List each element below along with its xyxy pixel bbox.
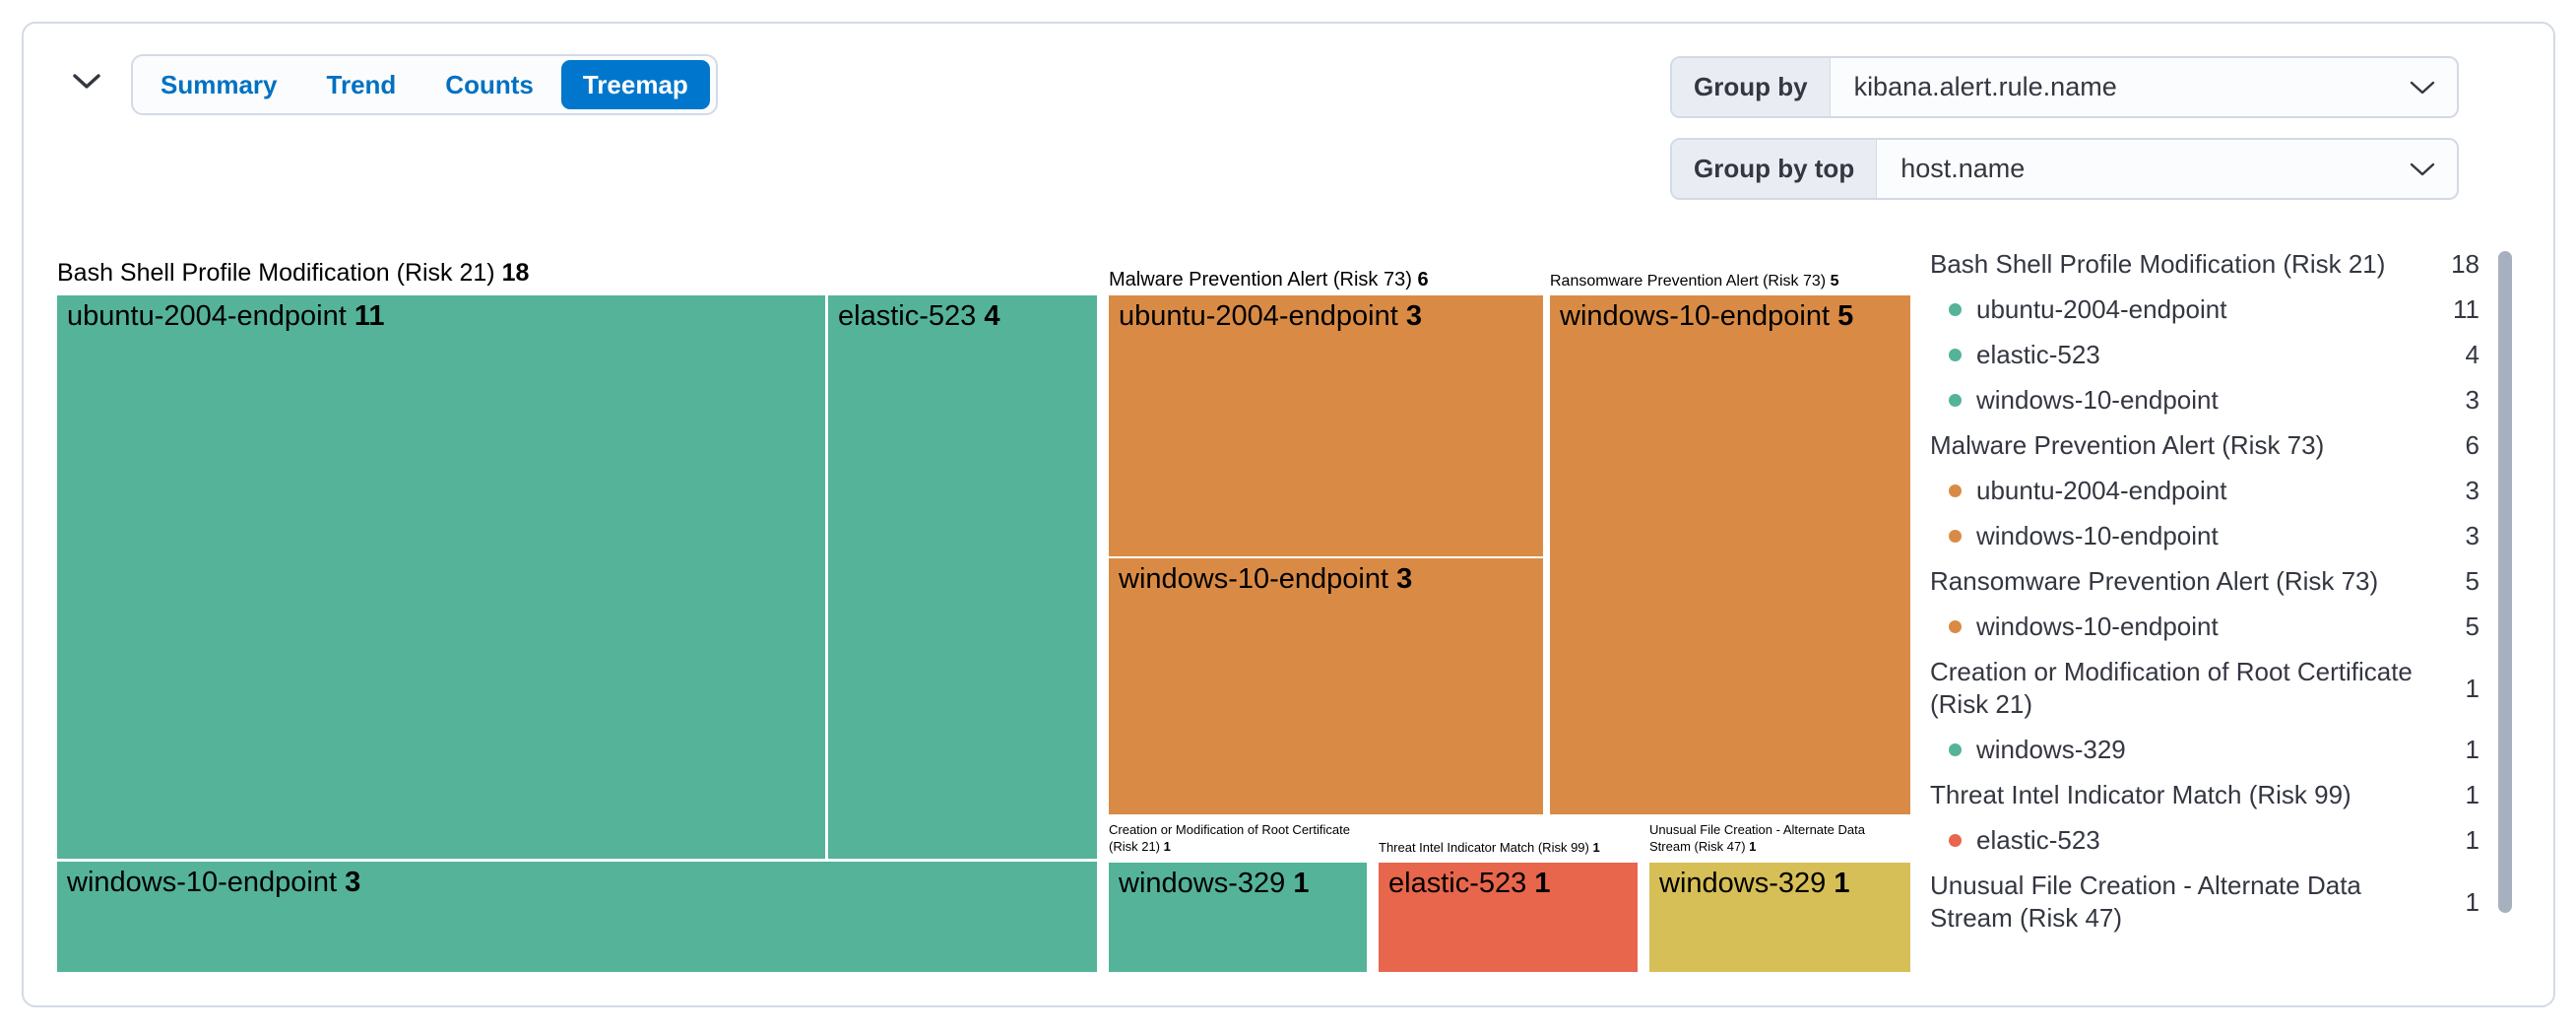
legend-count: 3 — [2465, 385, 2479, 415]
legend-label: Ransomware Prevention Alert (Risk 73) — [1930, 566, 2379, 596]
treemap-cell-label: ubuntu-2004-endpoint 11 — [67, 300, 385, 332]
legend-color-dot-icon — [1949, 530, 1962, 543]
legend-count: 5 — [2465, 566, 2479, 596]
legend-label: windows-10-endpoint — [1976, 612, 2219, 641]
tab-treemap[interactable]: Treemap — [560, 60, 710, 109]
legend-color-dot-icon — [1949, 303, 1962, 316]
legend-group-title[interactable]: Malware Prevention Alert (Risk 73) 6 — [1930, 429, 2479, 462]
legend-count: 3 — [2465, 521, 2479, 550]
chart-view-tabs: Summary Trend Counts Treemap — [131, 54, 718, 115]
legend-label: windows-329 — [1976, 735, 2126, 764]
legend-group-title[interactable]: Unusual File Creation - Alternate Data S… — [1930, 870, 2479, 935]
legend-label: Threat Intel Indicator Match (Risk 99) — [1930, 780, 2351, 809]
legend-count: 1 — [2465, 780, 2479, 809]
legend-count: 1 — [2465, 825, 2479, 855]
legend-label: Bash Shell Profile Modification (Risk 21… — [1930, 249, 2386, 279]
legend-group-title[interactable]: Ransomware Prevention Alert (Risk 73) 5 — [1930, 565, 2479, 598]
collapse-panel-button[interactable] — [63, 61, 110, 100]
tab-counts[interactable]: Counts — [445, 70, 534, 99]
tab-summary[interactable]: Summary — [161, 70, 278, 99]
treemap-cell-label: ubuntu-2004-endpoint 3 — [1119, 300, 1422, 332]
legend-color-dot-icon — [1949, 834, 1962, 847]
group-by-top-select-value: host.name — [1900, 154, 2026, 183]
legend-color-dot-icon — [1949, 743, 1962, 756]
chevron-down-icon — [72, 72, 101, 90]
group-by-select[interactable]: Group by kibana.alert.rule.name — [1670, 56, 2459, 118]
legend-group-title[interactable]: Bash Shell Profile Modification (Risk 21… — [1930, 248, 2479, 281]
legend-label: ubuntu-2004-endpoint — [1976, 476, 2227, 505]
legend-item[interactable]: ubuntu-2004-endpoint 11 — [1930, 293, 2479, 326]
legend-count: 18 — [2451, 249, 2479, 279]
legend-group-title[interactable]: Threat Intel Indicator Match (Risk 99) 1 — [1930, 779, 2479, 811]
treemap-group-label: Unusual File Creation - Alternate Data S… — [1649, 822, 1865, 854]
treemap-cell-label: windows-10-endpoint 5 — [1560, 300, 1854, 332]
legend-color-dot-icon — [1949, 484, 1962, 497]
chevron-down-icon — [2410, 161, 2435, 177]
treemap-cell[interactable]: windows-10-endpoint 5 — [1550, 295, 1910, 814]
legend-label: Unusual File Creation - Alternate Data S… — [1930, 871, 2361, 933]
group-by-top-select[interactable]: Group by top host.name — [1670, 138, 2459, 200]
legend-item[interactable]: ubuntu-2004-endpoint 3 — [1930, 475, 2479, 507]
legend-label: Creation or Modification of Root Certifi… — [1930, 657, 2413, 719]
legend-scrollbar[interactable] — [2498, 251, 2512, 913]
treemap-cell-label: windows-10-endpoint 3 — [1119, 563, 1413, 595]
legend-group-title[interactable]: Creation or Modification of Root Certifi… — [1930, 656, 2479, 721]
group-by-select-value: kibana.alert.rule.name — [1853, 72, 2117, 101]
tab-trend[interactable]: Trend — [326, 70, 397, 99]
legend-item[interactable]: windows-10-endpoint 5 — [1930, 611, 2479, 643]
treemap-cell[interactable]: windows-329 1 — [1649, 863, 1910, 972]
treemap-group-label: Ransomware Prevention Alert (Risk 73) 5 — [1550, 273, 1839, 290]
legend-count: 4 — [2465, 340, 2479, 369]
treemap-cell[interactable]: elastic-523 1 — [1379, 863, 1638, 972]
legend-color-dot-icon — [1949, 620, 1962, 633]
legend-count: 1 — [2465, 673, 2479, 703]
legend-item[interactable]: windows-10-endpoint 3 — [1930, 384, 2479, 417]
legend-item[interactable]: windows-10-endpoint 3 — [1930, 520, 2479, 552]
treemap-group-label: Malware Prevention Alert (Risk 73) 6 — [1109, 269, 1429, 290]
treemap-cell[interactable]: ubuntu-2004-endpoint 11 — [57, 295, 825, 859]
legend-label: windows-10-endpoint — [1976, 521, 2219, 550]
legend-label: windows-10-endpoint — [1976, 385, 2219, 415]
group-by-select-label: Group by — [1672, 58, 1831, 116]
group-by-top-select-label: Group by top — [1672, 140, 1878, 198]
treemap-group-label: Bash Shell Profile Modification (Risk 21… — [57, 259, 530, 287]
treemap-legend: Bash Shell Profile Modification (Risk 21… — [1930, 248, 2479, 947]
treemap-group-label: Threat Intel Indicator Match (Risk 99) 1 — [1379, 840, 1600, 855]
legend-color-dot-icon — [1949, 349, 1962, 361]
legend-color-dot-icon — [1949, 394, 1962, 407]
treemap-cell-label: elastic-523 4 — [838, 300, 1000, 332]
legend-item[interactable]: windows-329 1 — [1930, 734, 2479, 766]
legend-label: elastic-523 — [1976, 825, 2100, 855]
legend-count: 11 — [2453, 294, 2479, 324]
alerts-treemap: Bash Shell Profile Modification (Risk 21… — [57, 251, 1910, 980]
treemap-cell[interactable]: windows-10-endpoint 3 — [57, 862, 1097, 972]
chevron-down-icon — [2410, 80, 2435, 96]
treemap-cell[interactable]: windows-10-endpoint 3 — [1109, 558, 1543, 814]
treemap-cell-label: windows-329 1 — [1119, 868, 1310, 899]
treemap-cell[interactable]: elastic-523 4 — [828, 295, 1097, 859]
treemap-cell-label: windows-10-endpoint 3 — [67, 867, 361, 898]
treemap-cell[interactable]: ubuntu-2004-endpoint 3 — [1109, 295, 1543, 556]
treemap-cell-label: windows-329 1 — [1659, 868, 1850, 899]
treemap-group-label: Creation or Modification of Root Certifi… — [1109, 822, 1350, 854]
legend-label: Malware Prevention Alert (Risk 73) — [1930, 430, 2325, 460]
legend-count: 1 — [2465, 735, 2479, 764]
legend-item[interactable]: elastic-523 4 — [1930, 339, 2479, 371]
treemap-cell[interactable]: windows-329 1 — [1109, 863, 1367, 972]
legend-item[interactable]: elastic-523 1 — [1930, 824, 2479, 857]
legend-label: ubuntu-2004-endpoint — [1976, 294, 2227, 324]
treemap-cell-label: elastic-523 1 — [1388, 868, 1551, 899]
legend-count: 3 — [2465, 476, 2479, 505]
legend-count: 6 — [2465, 430, 2479, 460]
legend-count: 1 — [2465, 886, 2479, 917]
legend-label: elastic-523 — [1976, 340, 2100, 369]
legend-count: 5 — [2465, 612, 2479, 641]
